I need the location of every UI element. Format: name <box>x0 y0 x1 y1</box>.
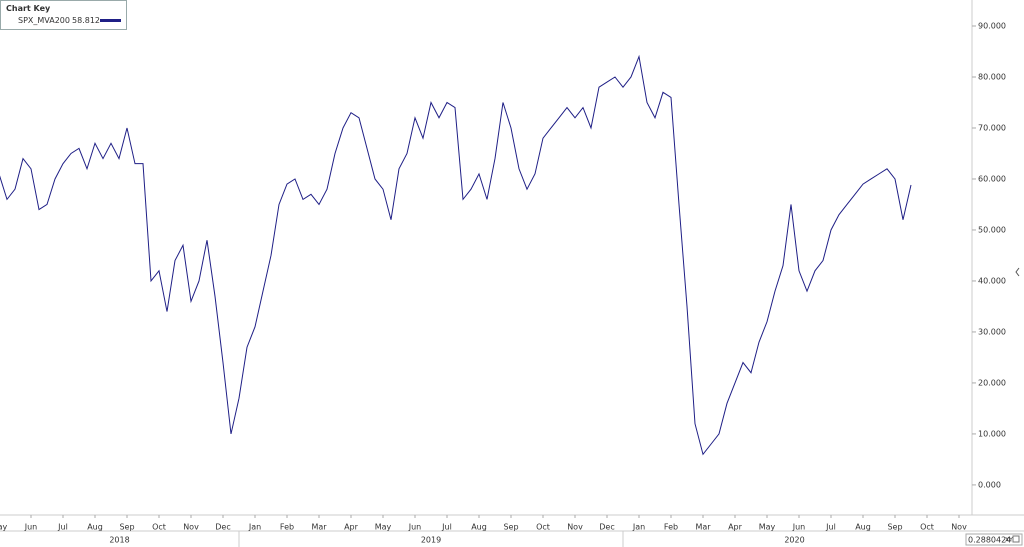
data-line <box>0 54 912 456</box>
x-tick-label: Jun <box>24 523 38 532</box>
x-tick-label: Dec <box>215 523 230 532</box>
y-tick-label: 20.000 <box>978 378 1006 387</box>
status-value: 0.2880424 <box>968 536 1011 545</box>
year-label: 2018 <box>109 536 129 545</box>
x-tick-label: Jun <box>408 523 422 532</box>
legend-value: 58.812 <box>72 16 100 25</box>
x-tick-label: Apr <box>728 523 743 532</box>
x-tick-label: Jan <box>632 523 645 532</box>
y-tick-label: 60.000 <box>978 174 1006 183</box>
x-tick-label: Oct <box>152 523 166 532</box>
x-tick-label: Jul <box>825 523 836 532</box>
x-tick-label: Jul <box>441 523 452 532</box>
x-tick-label: Jan <box>248 523 261 532</box>
x-tick-label: Apr <box>344 523 359 532</box>
y-tick-label: 80.000 <box>978 72 1006 81</box>
y-tick-label: 40.000 <box>978 276 1006 285</box>
x-tick-label: Sep <box>119 523 134 532</box>
x-tick-label: Mar <box>311 523 327 532</box>
y-tick-label: 50.000 <box>978 225 1006 234</box>
x-tick-label: Feb <box>664 523 678 532</box>
y-tick-label: 0.000 <box>978 480 1001 489</box>
x-tick-label: May <box>759 523 776 532</box>
x-tick-label: Nov <box>567 523 583 532</box>
chart-key: Chart Key SPX_MVA200 58.812 <box>0 0 127 30</box>
y-tick-label: 70.000 <box>978 123 1006 132</box>
y-tick-label: 30.000 <box>978 327 1006 336</box>
y-tick-label: 90.000 <box>978 22 1006 31</box>
collapse-arrow[interactable] <box>1015 267 1020 277</box>
x-tick-label: Oct <box>536 523 550 532</box>
lock-icon[interactable] <box>1012 535 1020 543</box>
legend-swatch <box>100 19 121 22</box>
x-tick-label: Nov <box>183 523 199 532</box>
legend-label: SPX_MVA200 <box>18 16 70 25</box>
x-tick-label: Aug <box>471 523 487 532</box>
x-tick-label: Aug <box>87 523 103 532</box>
x-tick-label: Aug <box>855 523 871 532</box>
x-tick-label: Mar <box>695 523 711 532</box>
status-mode[interactable]: XY <box>1005 537 1013 544</box>
x-tick-label: Sep <box>503 523 518 532</box>
status-box <box>965 533 1023 546</box>
x-tick-label: Feb <box>280 523 294 532</box>
x-tick-label: Jul <box>57 523 68 532</box>
x-tick-label: Oct <box>920 523 934 532</box>
x-tick-label: Sep <box>887 523 902 532</box>
x-tick-label: May <box>375 523 392 532</box>
x-tick-label: Nov <box>951 523 967 532</box>
y-tick-label: 10.000 <box>978 429 1006 438</box>
year-label: 2020 <box>784 536 804 545</box>
key-title: Chart Key <box>6 4 51 13</box>
year-label: 2019 <box>421 536 441 545</box>
x-tick-label: May <box>0 523 8 532</box>
x-tick-label: Jun <box>792 523 806 532</box>
x-tick-label: Dec <box>599 523 614 532</box>
